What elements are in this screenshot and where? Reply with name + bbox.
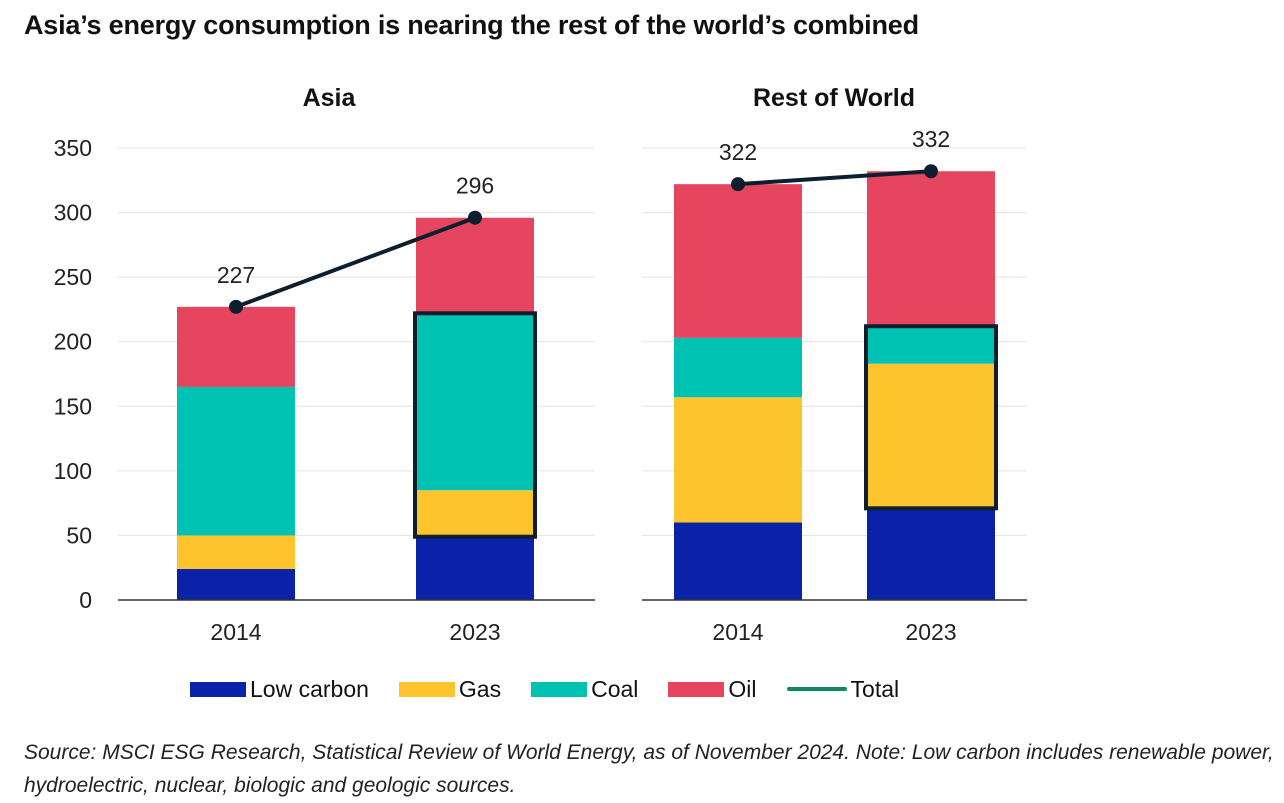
panel-title-asia: Asia bbox=[303, 84, 357, 112]
total-label-asia-2023: 296 bbox=[456, 173, 494, 199]
total-label-asia-2014: 227 bbox=[217, 262, 255, 288]
bar-asia-2014-gas bbox=[177, 535, 295, 570]
total-label-rest-of-world-2014: 322 bbox=[719, 139, 757, 165]
bar-asia-2023-coal bbox=[416, 313, 534, 491]
bar-asia-2014-low-carbon bbox=[177, 569, 295, 600]
x-tick-label-asia-2014: 2014 bbox=[210, 619, 261, 645]
legend-swatch-low-carbon bbox=[190, 681, 246, 697]
panel-title-rest-of-world: Rest of World bbox=[753, 84, 915, 112]
legend-item-oil: Oil bbox=[668, 675, 757, 703]
bar-asia-2023-gas bbox=[416, 490, 534, 537]
bar-asia-2014-oil bbox=[177, 306, 295, 387]
total-point-rest-of-world-2014 bbox=[731, 177, 745, 192]
y-tick-label-300: 300 bbox=[54, 200, 92, 226]
total-point-asia-2023 bbox=[468, 210, 482, 225]
legend-item-coal: Coal bbox=[531, 676, 638, 703]
y-tick-label-100: 100 bbox=[54, 458, 92, 484]
y-tick-label-150: 150 bbox=[54, 393, 92, 419]
bar-rest-of-world-2023-gas bbox=[867, 363, 995, 509]
y-tick-label-350: 350 bbox=[54, 135, 92, 161]
bar-rest-of-world-2023-oil bbox=[867, 171, 995, 327]
legend-label-gas: Gas bbox=[458, 675, 502, 702]
bar-rest-of-world-2014-gas bbox=[674, 397, 802, 523]
legend: Low carbon Gas Coal Oil Total bbox=[190, 672, 929, 706]
x-tick-label-asia-2023: 2023 bbox=[449, 619, 500, 645]
y-tick-label-200: 200 bbox=[54, 329, 92, 355]
legend-item-low-carbon: Low carbon bbox=[190, 676, 369, 703]
total-label-rest-of-world-2023: 332 bbox=[912, 126, 950, 152]
legend-label-oil: Oil bbox=[728, 675, 757, 702]
bar-rest-of-world-2014-low-carbon bbox=[674, 522, 802, 600]
bar-asia-2014-coal bbox=[177, 386, 295, 536]
bar-asia-2023-low-carbon bbox=[416, 536, 534, 600]
legend-label-low-carbon: Low carbon bbox=[250, 675, 369, 702]
chart-title: Asia’s energy consumption is nearing the… bbox=[24, 10, 919, 40]
bar-rest-of-world-2023-low-carbon bbox=[867, 508, 995, 600]
legend-swatch-coal bbox=[531, 681, 588, 697]
y-tick-label-250: 250 bbox=[54, 264, 92, 290]
legend-swatch-gas bbox=[398, 681, 455, 697]
total-point-asia-2014 bbox=[229, 299, 243, 314]
total-point-rest-of-world-2023 bbox=[924, 164, 938, 179]
bar-rest-of-world-2014-oil bbox=[674, 184, 802, 338]
bar-rest-of-world-2014-coal bbox=[674, 337, 802, 398]
legend-swatch-oil bbox=[668, 681, 725, 697]
highlight-box-rest-of-world bbox=[864, 324, 998, 511]
legend-swatch-total bbox=[786, 687, 847, 691]
total-line-rest-of-world bbox=[736, 169, 933, 187]
highlight-box-asia bbox=[413, 311, 537, 539]
y-tick-label-0: 0 bbox=[79, 587, 92, 613]
x-tick-label-rest-of-world-2014: 2014 bbox=[712, 619, 763, 645]
legend-item-total: Total bbox=[786, 675, 900, 703]
legend-label-total: Total bbox=[850, 675, 900, 702]
x-tick-label-rest-of-world-2023: 2023 bbox=[905, 619, 956, 645]
legend-item-gas: Gas bbox=[398, 675, 502, 703]
bar-rest-of-world-2023-coal bbox=[867, 326, 995, 364]
total-line-asia bbox=[234, 215, 477, 309]
source-note: Source: MSCI ESG Research, Statistical R… bbox=[24, 741, 1274, 797]
y-tick-label-50: 50 bbox=[66, 522, 92, 548]
legend-label-coal: Coal bbox=[591, 675, 639, 702]
